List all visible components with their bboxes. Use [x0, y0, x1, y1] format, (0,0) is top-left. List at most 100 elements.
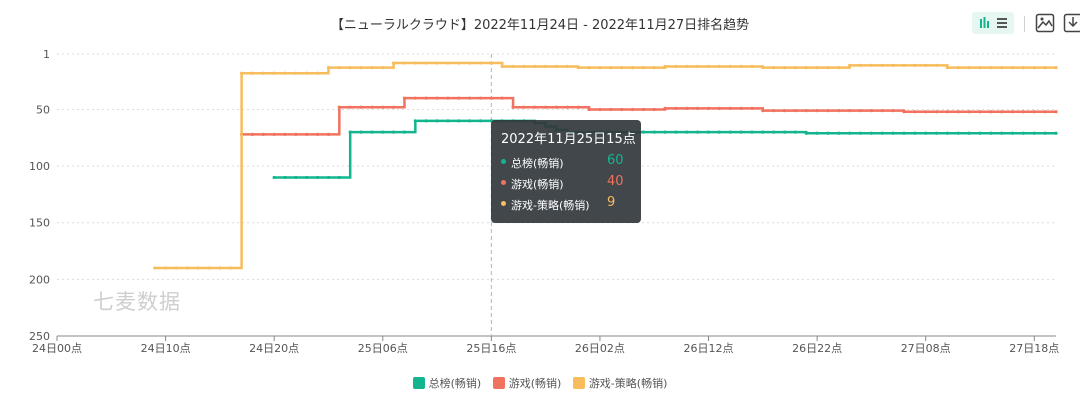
series-dot-icon — [501, 201, 506, 206]
data-point — [728, 130, 732, 134]
data-point — [815, 131, 819, 135]
data-point — [815, 65, 819, 70]
tooltip-row: 游戏(畅销) 40 — [501, 174, 631, 195]
data-point — [913, 63, 917, 67]
save-image-button[interactable] — [1034, 12, 1056, 34]
data-point — [1043, 65, 1047, 70]
x-tick-label: 24日10点 — [141, 342, 191, 355]
toolbar-divider — [1024, 16, 1025, 32]
data-point — [793, 109, 797, 113]
data-point — [696, 106, 700, 110]
data-point — [782, 130, 787, 134]
data-point — [457, 119, 461, 123]
data-point — [869, 131, 874, 135]
data-point — [717, 130, 721, 134]
data-point — [272, 175, 276, 180]
data-point — [1054, 131, 1058, 135]
data-point — [261, 132, 265, 137]
data-point — [685, 106, 689, 110]
legend-swatch-icon — [412, 377, 425, 389]
data-point — [239, 71, 244, 75]
data-point — [815, 109, 819, 113]
legend-item[interactable]: 总榜(畅销) — [412, 375, 481, 391]
data-point — [967, 110, 971, 114]
data-point — [587, 107, 591, 112]
data-point — [587, 65, 591, 70]
data-point — [1032, 131, 1036, 135]
data-point — [326, 65, 331, 70]
data-point — [413, 119, 417, 123]
data-point — [359, 105, 363, 109]
data-point — [641, 65, 645, 70]
data-point — [989, 131, 993, 135]
data-point — [934, 131, 939, 135]
data-point — [576, 65, 580, 70]
data-point — [620, 65, 624, 70]
data-point — [435, 96, 439, 100]
tooltip-series-name: 游戏(畅销) — [511, 178, 564, 191]
data-point — [348, 130, 352, 134]
watermark: 七麦数据 — [93, 290, 181, 314]
data-point — [848, 109, 852, 113]
data-point — [663, 106, 667, 110]
data-point — [858, 131, 863, 135]
data-point — [956, 110, 960, 114]
data-point — [392, 130, 396, 134]
data-point — [674, 106, 678, 110]
data-point — [1043, 110, 1047, 114]
legend-item[interactable]: 游戏(畅销) — [492, 375, 562, 391]
data-point — [674, 64, 678, 69]
data-point — [435, 61, 439, 65]
data-point — [739, 106, 743, 110]
data-point — [739, 64, 743, 69]
download-icon — [1063, 13, 1080, 33]
data-point — [782, 65, 787, 70]
data-point — [750, 130, 754, 134]
data-point — [804, 65, 808, 70]
data-point — [153, 266, 157, 270]
data-point — [663, 64, 667, 69]
data-point — [772, 130, 776, 134]
data-point — [457, 96, 461, 100]
data-point — [826, 65, 830, 70]
data-point — [294, 71, 298, 75]
tooltip-series-value: 9 — [607, 195, 616, 210]
data-point — [478, 96, 483, 100]
tooltip-row: 总榜(畅销) 60 — [501, 153, 631, 174]
data-point — [370, 105, 374, 109]
data-point — [848, 131, 852, 135]
data-point — [163, 266, 168, 270]
data-point — [283, 175, 287, 180]
data-point — [272, 71, 276, 75]
data-point — [956, 131, 960, 135]
legend-label: 游戏(畅销) — [508, 377, 562, 390]
tooltip-series-name: 总榜(畅销) — [511, 157, 564, 170]
data-point — [554, 105, 559, 109]
data-point — [402, 130, 407, 134]
legend-item[interactable]: 游戏-策略(畅销) — [572, 375, 667, 391]
data-point — [1021, 110, 1026, 114]
data-point — [500, 64, 504, 69]
data-point — [305, 132, 309, 137]
data-point — [478, 61, 483, 65]
save-image-icon — [1035, 13, 1055, 33]
data-point — [869, 63, 874, 67]
data-point — [706, 64, 711, 69]
data-point — [283, 71, 287, 75]
download-button[interactable] — [1062, 12, 1080, 34]
data-point — [544, 64, 548, 69]
view-toggle-button[interactable] — [972, 12, 1014, 34]
data-point — [902, 131, 906, 135]
data-point — [620, 107, 624, 112]
data-point — [706, 106, 711, 110]
data-point — [272, 132, 276, 137]
data-point — [793, 65, 797, 70]
data-point — [337, 105, 341, 109]
data-point — [880, 109, 884, 113]
data-point — [880, 131, 884, 135]
data-point — [717, 106, 721, 110]
data-point — [609, 107, 613, 112]
data-point — [392, 105, 396, 109]
data-point — [294, 132, 298, 137]
data-point — [250, 71, 255, 75]
